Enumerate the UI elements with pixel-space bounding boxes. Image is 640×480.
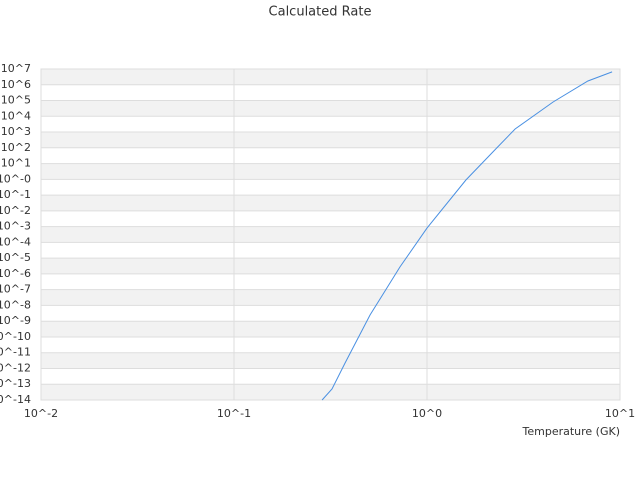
- grid-band: [41, 195, 620, 211]
- y-tick-label: 10^-8: [0, 298, 31, 311]
- y-tick-label: 10^4: [1, 109, 31, 122]
- y-tick-label: 10^-12: [0, 361, 31, 374]
- y-tick-label: 10^7: [1, 62, 31, 75]
- y-tick-label: 10^1: [1, 157, 31, 170]
- y-tick-label: 10^-6: [0, 267, 31, 280]
- y-tick-label: 10^6: [1, 78, 31, 91]
- y-tick-label: 10^-13: [0, 377, 31, 390]
- y-tick-label: 10^-1: [0, 188, 31, 201]
- grid-band: [41, 352, 620, 369]
- grid-band: [41, 69, 620, 85]
- data-line: [321, 71, 613, 401]
- chart-title: Calculated Rate: [269, 5, 372, 20]
- y-tick-label: 10^-7: [0, 283, 31, 296]
- x-tick-label: 10^0: [412, 407, 442, 420]
- grid-band: [41, 226, 620, 243]
- plot-frame: [40, 68, 621, 401]
- x-tick-label: 10^-2: [24, 407, 58, 420]
- y-tick-label: 10^-0: [0, 172, 31, 185]
- x-axis-label: Temperature (GK): [522, 425, 621, 438]
- grid-band: [41, 132, 620, 148]
- y-tick-label: 10^5: [1, 94, 31, 107]
- y-tick-label: 10^-11: [0, 346, 31, 359]
- y-tick-label: 10^-9: [0, 314, 31, 327]
- grid-band: [41, 289, 620, 306]
- y-tick-label: 10^-10: [0, 330, 31, 343]
- y-tick-label: 10^2: [1, 141, 31, 154]
- x-tick-label: 10^1: [605, 407, 635, 420]
- grid-band: [41, 163, 620, 180]
- grid-band: [41, 384, 620, 400]
- y-tick-label: 10^-14: [0, 393, 31, 406]
- x-tick-label: 10^-1: [217, 407, 251, 420]
- y-tick-label: 10^-3: [0, 220, 31, 233]
- grid-band: [41, 321, 620, 337]
- grid-band: [41, 100, 620, 117]
- y-tick-label: 10^-4: [0, 235, 31, 248]
- y-tick-label: 10^-5: [0, 251, 31, 264]
- grid-band: [41, 258, 620, 274]
- y-tick-label: 10^-2: [0, 204, 31, 217]
- y-tick-label: 10^3: [1, 125, 31, 138]
